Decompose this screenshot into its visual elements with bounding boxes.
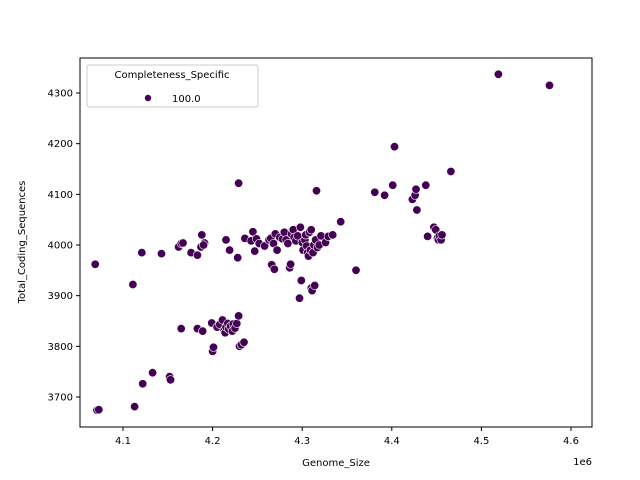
- data-point: [446, 167, 456, 177]
- data-point: [157, 249, 167, 259]
- data-point: [199, 240, 209, 250]
- data-point: [272, 245, 282, 255]
- data-point: [310, 280, 320, 290]
- data-point: [351, 265, 361, 275]
- y-axis-label: Total_Coding_Sequences: [17, 181, 28, 305]
- data-point: [336, 217, 346, 227]
- data-point: [248, 227, 258, 237]
- y-tick-label: 4100: [48, 190, 73, 201]
- data-point: [411, 184, 421, 194]
- data-points: [90, 69, 554, 415]
- data-point: [239, 337, 249, 347]
- data-point: [225, 245, 235, 255]
- data-point: [389, 142, 399, 152]
- x-tick-label: 4.6: [563, 436, 579, 447]
- y-tick-label: 3900: [48, 291, 73, 302]
- data-point: [283, 239, 293, 249]
- data-point: [380, 190, 390, 200]
- data-point: [234, 178, 244, 188]
- data-point: [296, 275, 306, 285]
- data-point: [421, 180, 431, 190]
- y-tick-label: 4200: [48, 139, 73, 150]
- data-point: [234, 311, 244, 321]
- data-point: [148, 368, 158, 378]
- legend: Completeness_Specific 100.0: [86, 64, 259, 108]
- data-point: [286, 259, 296, 269]
- data-point: [221, 235, 231, 245]
- data-point: [166, 375, 176, 385]
- data-point: [94, 405, 104, 415]
- data-point: [311, 186, 321, 196]
- legend-entry-label: 100.0: [172, 94, 201, 105]
- data-point: [90, 259, 100, 269]
- data-point: [197, 230, 207, 240]
- data-point: [130, 402, 140, 412]
- x-axis-offset-label: 1e6: [573, 457, 592, 468]
- data-point: [260, 241, 270, 251]
- data-point: [412, 205, 422, 215]
- x-tick-label: 4.3: [294, 436, 310, 447]
- data-point: [176, 324, 186, 334]
- data-point: [294, 293, 304, 303]
- y-tick-label: 3800: [48, 342, 73, 353]
- data-point: [178, 238, 188, 248]
- data-point: [128, 279, 138, 289]
- data-point: [370, 187, 380, 197]
- x-tick-label: 4.1: [115, 436, 131, 447]
- y-tick-label: 3700: [48, 393, 73, 404]
- data-point: [269, 264, 279, 274]
- y-axis-ticks: 3700 3800 3900 4000 4100 4200 4300: [48, 89, 80, 404]
- data-point: [423, 231, 433, 241]
- x-tick-label: 4.5: [473, 436, 489, 447]
- data-point: [233, 253, 243, 263]
- y-tick-label: 4000: [48, 241, 73, 252]
- data-point: [138, 379, 148, 389]
- data-point: [388, 180, 398, 190]
- x-axis-label: Genome_Size: [302, 458, 370, 469]
- y-tick-label: 4300: [48, 89, 73, 100]
- data-point: [137, 248, 147, 258]
- legend-title: Completeness_Specific: [114, 70, 229, 81]
- axes-frame: [79, 57, 593, 428]
- legend-marker-icon: [144, 94, 152, 102]
- x-tick-label: 4.2: [205, 436, 221, 447]
- data-point: [232, 318, 242, 328]
- data-point: [544, 80, 554, 90]
- data-point: [209, 342, 219, 352]
- data-point: [192, 250, 202, 260]
- x-tick-label: 4.4: [384, 436, 400, 447]
- data-point: [493, 69, 503, 79]
- data-point: [295, 222, 305, 232]
- data-point: [328, 230, 338, 240]
- data-point: [198, 326, 208, 336]
- data-point: [250, 246, 260, 256]
- data-point: [437, 230, 447, 240]
- data-point: [306, 225, 316, 235]
- legend-box: [86, 64, 259, 108]
- x-axis-ticks: 4.1 4.2 4.3 4.4 4.5 4.6: [115, 427, 579, 447]
